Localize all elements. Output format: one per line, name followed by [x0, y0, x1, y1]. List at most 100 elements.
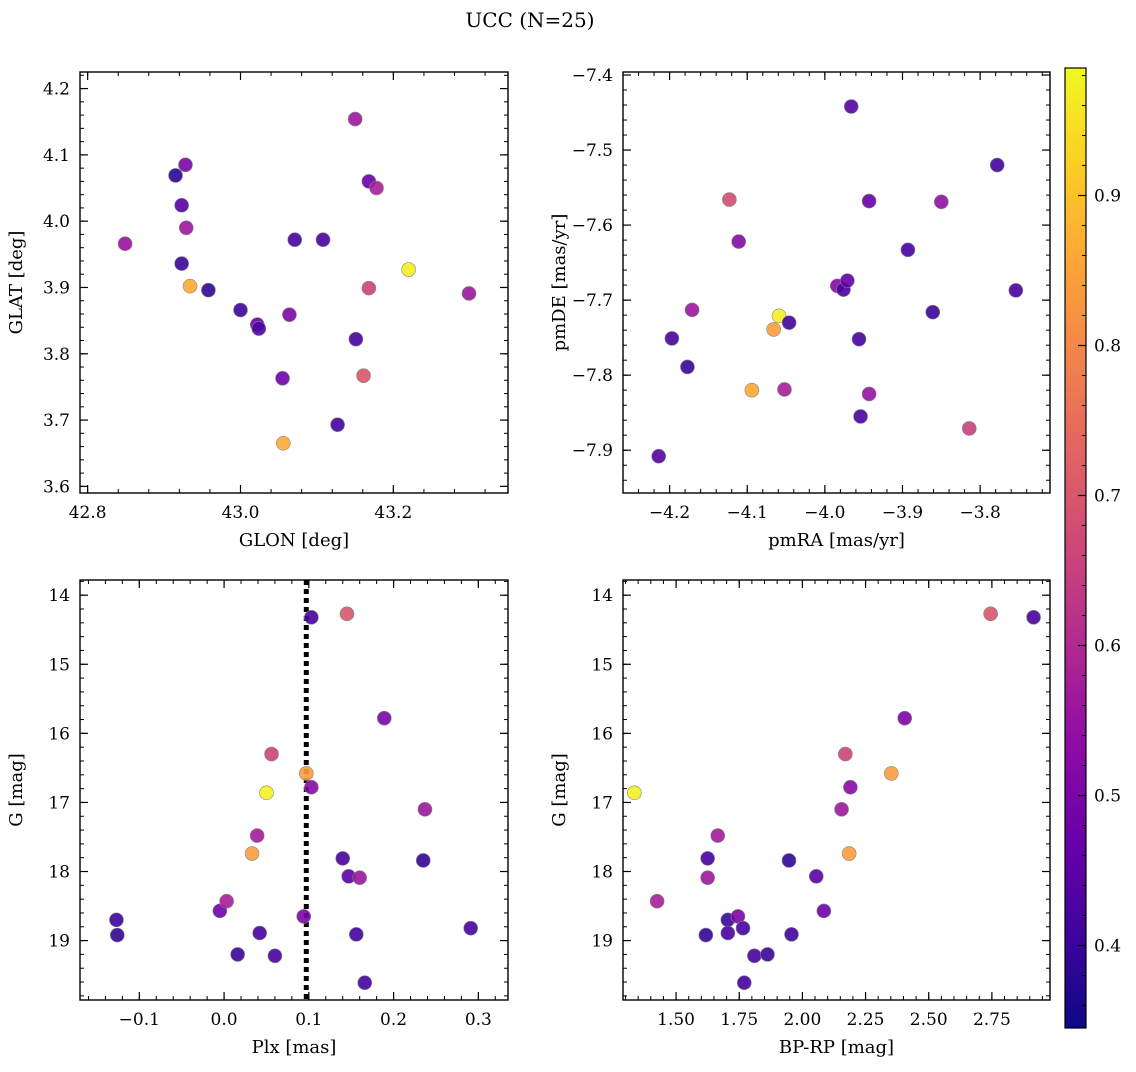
colorbar-tick-label: 0.5 — [1094, 787, 1121, 807]
y-tick-label: 4.1 — [43, 146, 70, 166]
y-tick-label: −7.4 — [572, 66, 613, 86]
scatter-point — [178, 157, 193, 173]
scatter-point — [251, 321, 267, 336]
scatter-point — [264, 746, 279, 762]
scatter-point — [781, 315, 797, 330]
scatter-point — [287, 232, 303, 248]
y-tick-label: 3.8 — [43, 345, 70, 365]
x-tick-label: −3.8 — [959, 503, 1000, 523]
x-axis-label: GLON [deg] — [239, 530, 349, 551]
x-tick-label: 43.0 — [222, 503, 260, 523]
axes-frame — [79, 579, 509, 1001]
y-tick-label: 14 — [48, 586, 70, 606]
scatter-point — [252, 925, 267, 941]
scatter-point — [771, 308, 787, 324]
scatter-point — [897, 710, 913, 726]
scatter-point — [417, 802, 433, 817]
x-tick-label: 2.75 — [973, 1010, 1011, 1030]
y-tick-label: 4.0 — [43, 212, 70, 232]
colorbar-tick-label: 0.9 — [1094, 187, 1121, 207]
scatter-point — [109, 927, 125, 943]
scatter-point — [461, 286, 477, 301]
scatter-point — [219, 893, 234, 909]
scatter-point — [230, 947, 245, 962]
scatter-point — [838, 746, 853, 762]
scatter-point — [651, 448, 667, 464]
scatter-point — [401, 262, 416, 277]
colorbar: 0.4 0.5 0.6 0.7 0.8 0.9 — [1064, 67, 1121, 1029]
scatter-point — [851, 331, 867, 347]
x-tick-label: 0.3 — [465, 1010, 492, 1030]
x-tick-label: 2.25 — [847, 1010, 885, 1030]
scatter-point — [861, 386, 877, 402]
scatter-point — [722, 192, 737, 207]
y-tick-label: 4.2 — [43, 80, 70, 100]
x-tick-label: 42.8 — [69, 503, 107, 523]
scatter-point — [720, 925, 736, 941]
scatter-point — [840, 273, 855, 288]
scatter-point — [649, 893, 665, 909]
scatter-point — [744, 382, 760, 398]
scatter-point — [174, 256, 189, 271]
scatter-point — [698, 927, 714, 943]
scatter-point — [249, 828, 265, 843]
scatter-point — [843, 779, 858, 795]
scatter-point — [700, 870, 715, 886]
scatter-point — [298, 766, 314, 781]
x-tick-label: 1.75 — [720, 1010, 758, 1030]
scatter-point — [760, 947, 775, 962]
scatter-point — [376, 710, 392, 726]
scatter-point — [463, 920, 479, 936]
scatter-point — [983, 606, 998, 622]
y-tick-label: 18 — [591, 863, 613, 883]
scatter-point — [315, 232, 331, 248]
y-tick-label: 17 — [48, 793, 70, 813]
scatter-point — [296, 909, 312, 924]
y-tick-label: −7.5 — [572, 141, 613, 161]
y-tick-label: −7.7 — [572, 291, 613, 311]
colorbar-tick-label: 0.8 — [1094, 337, 1121, 357]
y-tick-label: 18 — [48, 863, 70, 883]
x-tick-label: 2.00 — [783, 1010, 821, 1030]
scatter-point — [415, 853, 431, 868]
scatter-point — [934, 194, 949, 210]
panels: 42.8 43.0 43.2 3.6 3.7 3.8 3.9 4.0 4.1 4.2 GLON [d… — [6, 66, 1051, 1058]
scatter-point — [853, 409, 868, 424]
scatter-point — [182, 278, 198, 294]
y-tick-label: 3.6 — [43, 477, 70, 497]
colorbar-gradient — [1064, 67, 1087, 1029]
scatter-point — [259, 785, 274, 801]
y-tick-label: 19 — [48, 932, 70, 952]
scatter-point — [816, 903, 832, 919]
scatter-point — [731, 234, 746, 249]
scatter-point — [843, 99, 859, 114]
scatter-point — [784, 927, 799, 942]
scatter-point — [348, 927, 364, 942]
y-tick-label: −7.6 — [572, 216, 613, 236]
scatter-point — [747, 948, 762, 964]
scatter-point — [884, 766, 899, 781]
x-axis-label: Plx [mas] — [252, 1037, 337, 1058]
scatter-point — [352, 870, 367, 886]
scatter-point — [357, 975, 373, 991]
x-axis-label: BP-RP [mag] — [779, 1037, 894, 1058]
axes-frame — [622, 579, 1051, 1001]
scatter-point — [233, 302, 248, 318]
scatter-point — [710, 828, 726, 843]
scatter-point — [900, 242, 916, 258]
y-tick-label: 3.7 — [43, 411, 70, 431]
scatter-point — [861, 193, 877, 209]
y-tick-label: 16 — [591, 724, 613, 744]
colorbar-tick-label: 0.6 — [1094, 637, 1121, 657]
scatter-point — [117, 236, 133, 252]
scatter-point — [275, 371, 290, 386]
scatter-point — [834, 802, 849, 817]
scatter-point — [335, 851, 351, 866]
scatter-point — [961, 421, 977, 436]
scatter-point — [808, 869, 824, 884]
y-tick-label: 15 — [591, 655, 613, 675]
y-tick-label: 17 — [591, 793, 613, 813]
scatter-point — [304, 779, 319, 795]
scatter-point — [736, 975, 752, 991]
